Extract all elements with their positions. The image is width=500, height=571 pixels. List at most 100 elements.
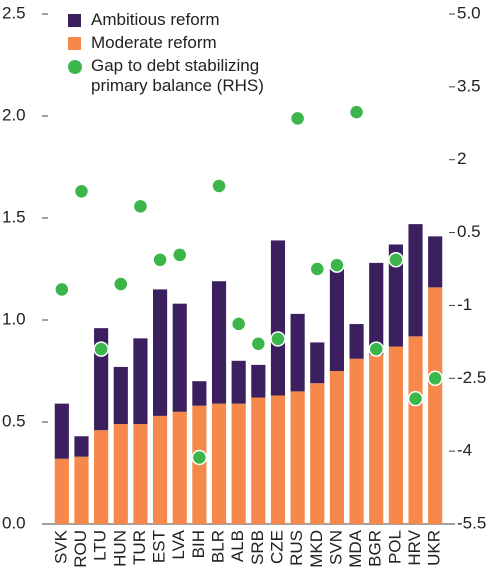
point	[54, 281, 70, 298]
bar	[94, 430, 109, 524]
point	[270, 331, 286, 347]
legend-label: Gap to debt stabilizing primary balance …	[91, 56, 264, 95]
bar	[290, 313, 305, 392]
x-tick-label: SVN	[326, 530, 345, 565]
point	[113, 276, 129, 292]
bar	[349, 324, 364, 359]
point	[191, 449, 208, 466]
x-tick-label: RUS	[287, 530, 306, 566]
y2-tick-label: 5.0	[457, 3, 481, 22]
legend-swatch	[68, 60, 82, 74]
bar	[192, 381, 207, 406]
x-tick-label: EST	[150, 530, 169, 563]
bar	[290, 391, 305, 524]
x-tick-label: ROU	[71, 530, 90, 568]
point	[171, 247, 188, 263]
legend-label: Ambitious reform	[91, 10, 220, 29]
bar	[408, 224, 423, 337]
x-tick-label: BLR	[209, 530, 228, 563]
legend-item: Gap to debt stabilizing primary balance …	[66, 56, 281, 96]
point	[250, 336, 267, 352]
y2-tick-label: -4	[457, 441, 472, 460]
point	[211, 178, 227, 194]
point	[348, 104, 365, 120]
x-tick-label: BIH	[189, 530, 208, 558]
x-tick-label: HRV	[405, 529, 424, 565]
x-tick-label: POL	[385, 530, 404, 564]
bar	[388, 346, 403, 524]
y2-tick-label: 0.5	[457, 222, 481, 241]
bar	[251, 397, 266, 524]
x-tick-label: UKR	[425, 530, 444, 566]
y2-tick-label: 2	[457, 149, 466, 168]
x-tick-label: LTU	[91, 530, 110, 561]
x-tick-label: SVK	[51, 529, 70, 564]
bar	[113, 366, 128, 425]
x-tick-label: MKD	[307, 530, 326, 568]
point	[93, 341, 109, 357]
bar	[388, 244, 403, 347]
bar	[408, 336, 423, 524]
x-tick-label: LVA	[169, 529, 188, 559]
legend-swatch	[68, 37, 81, 50]
point	[309, 261, 326, 277]
point	[388, 252, 404, 268]
bar	[211, 281, 227, 404]
point	[329, 257, 345, 273]
bar	[54, 403, 69, 459]
bar	[153, 289, 168, 416]
legend-item: Moderate reform	[66, 33, 281, 53]
bar	[270, 395, 286, 524]
y-tick-label: 2.0	[2, 105, 26, 124]
bar	[349, 358, 364, 524]
y-tick-label: 0.5	[2, 411, 26, 430]
bar	[369, 262, 384, 355]
point	[132, 198, 149, 215]
y-tick-label: 1.0	[2, 309, 26, 328]
point	[407, 390, 424, 407]
bar	[428, 236, 443, 288]
legend-swatch	[68, 14, 81, 27]
bar	[74, 456, 89, 524]
x-tick-label: BGR	[366, 530, 385, 567]
x-tick-label: ALB	[228, 530, 247, 562]
y-tick-label: 1.5	[2, 207, 26, 226]
y2-tick-label: -1	[457, 295, 472, 314]
bar	[428, 287, 443, 524]
bar	[329, 269, 344, 371]
bar	[133, 338, 148, 425]
x-tick-label: MDA	[346, 529, 365, 567]
x-tick-label: CZE	[267, 530, 286, 564]
point	[427, 370, 443, 387]
bar	[172, 303, 187, 412]
bar	[113, 424, 128, 524]
point	[152, 252, 168, 268]
bar	[211, 403, 227, 524]
bar	[172, 411, 187, 524]
y-tick-label: 0.0	[2, 513, 26, 532]
point	[230, 316, 247, 332]
bar	[369, 354, 384, 524]
bar	[231, 360, 246, 404]
bar	[270, 240, 286, 396]
bar	[251, 364, 266, 398]
legend: Ambitious reform Moderate reform Gap to de…	[66, 10, 281, 99]
y2-tick-label: -2.5	[457, 368, 486, 387]
x-tick-label: TUR	[130, 530, 149, 565]
x-tick-label: SRB	[248, 530, 267, 565]
y-tick-label: 2.5	[2, 3, 26, 22]
bar	[310, 342, 325, 384]
x-tick-label: HUN	[110, 530, 129, 567]
point	[73, 183, 90, 200]
bar	[310, 383, 325, 524]
y2-tick-label: -5.5	[457, 513, 486, 532]
bar	[74, 436, 89, 457]
legend-item: Ambitious reform	[66, 10, 281, 30]
point	[289, 110, 306, 127]
bar	[54, 458, 69, 524]
bar	[329, 371, 344, 524]
bar	[231, 403, 246, 524]
legend-label: Moderate reform	[91, 33, 217, 52]
